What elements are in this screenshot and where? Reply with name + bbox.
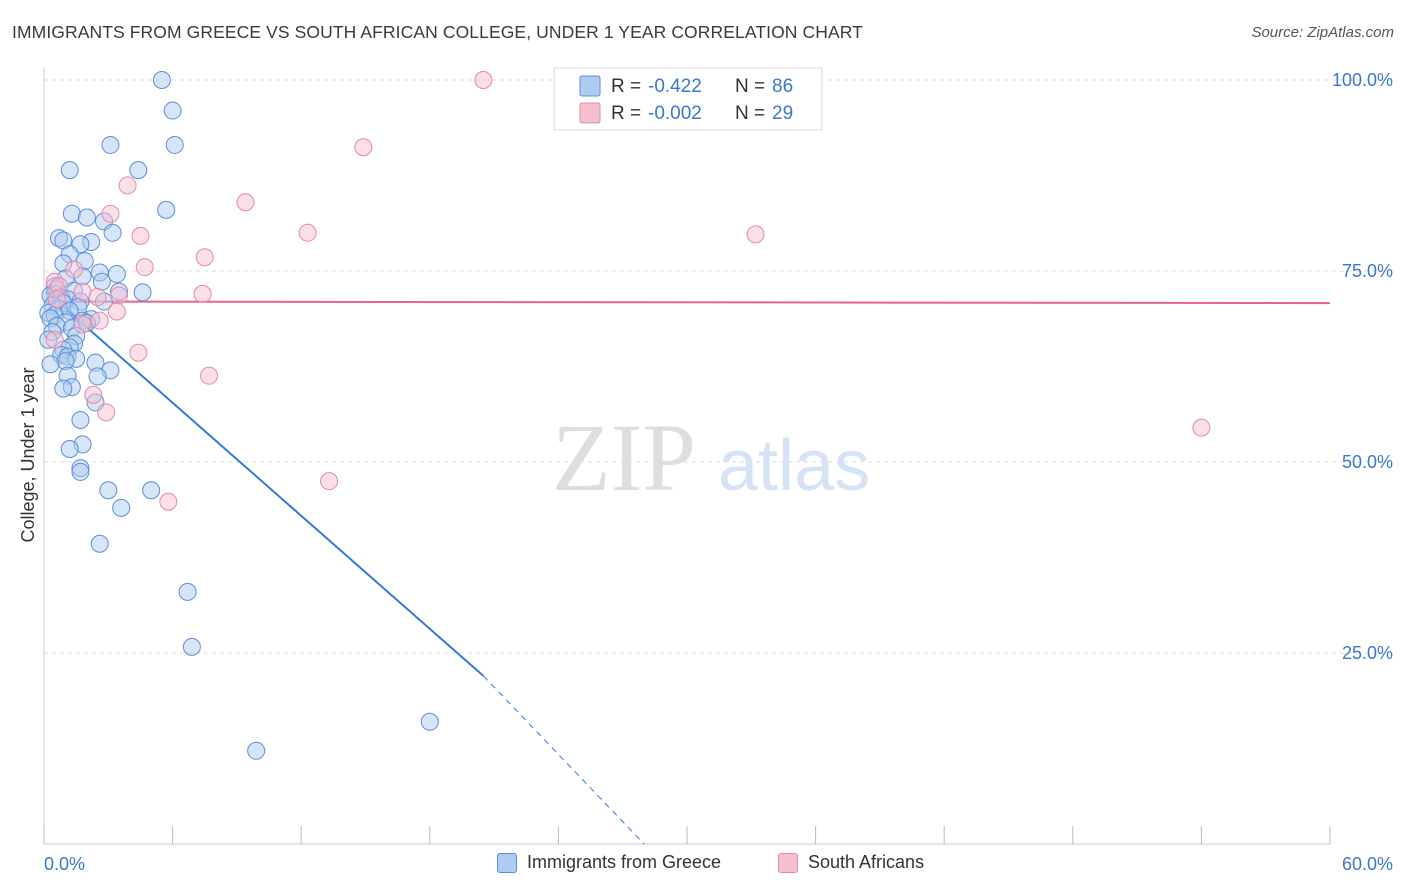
data-point-greece[interactable]: [178, 582, 197, 601]
data-point-greece[interactable]: [157, 200, 176, 219]
data-point-greece[interactable]: [41, 355, 60, 374]
data-point-south-africans[interactable]: [1192, 418, 1211, 437]
trend-line-south-africans: [46, 300, 1331, 305]
data-point-greece[interactable]: [112, 498, 131, 517]
data-point-greece[interactable]: [60, 440, 79, 459]
legend-item-south-africans[interactable]: South Africans: [778, 852, 924, 873]
tick-labels: 100.0% 75.0% 50.0% 25.0% 0.0% 60.0%: [44, 70, 1393, 874]
stats-r-label: R =: [611, 76, 641, 97]
data-point-south-africans[interactable]: [110, 286, 129, 305]
trend-lines: [45, 290, 1331, 845]
data-point-greece[interactable]: [152, 71, 171, 89]
data-point-south-africans[interactable]: [47, 290, 66, 309]
data-point-south-africans[interactable]: [159, 492, 178, 511]
watermark: ZIP atlas: [552, 404, 870, 511]
y-tick-label: 50.0%: [1342, 452, 1393, 472]
data-point-greece[interactable]: [60, 161, 79, 180]
data-point-greece[interactable]: [129, 161, 148, 180]
data-point-south-africans[interactable]: [88, 287, 107, 306]
data-point-south-africans[interactable]: [236, 193, 255, 212]
y-tick-label: 25.0%: [1342, 643, 1393, 663]
data-point-south-africans[interactable]: [118, 176, 137, 195]
chart-title: IMMIGRANTS FROM GREECE VS SOUTH AFRICAN …: [12, 22, 863, 42]
data-point-south-africans[interactable]: [131, 226, 150, 245]
x-tick-label-right: 60.0%: [1342, 854, 1393, 874]
data-point-south-africans[interactable]: [320, 472, 339, 491]
data-point-greece[interactable]: [103, 223, 122, 242]
stats-n-value: 86: [772, 76, 793, 97]
data-point-south-africans[interactable]: [298, 223, 317, 242]
data-point-greece[interactable]: [163, 101, 182, 120]
data-point-greece[interactable]: [107, 265, 126, 284]
data-point-south-africans[interactable]: [73, 282, 92, 301]
data-point-south-africans[interactable]: [195, 248, 214, 267]
axes: [43, 68, 1331, 845]
trend-line-greece-extension: [483, 675, 645, 845]
legend-swatch-greece: [497, 852, 517, 873]
stats-r-value: -0.422: [648, 76, 702, 97]
data-point-south-africans[interactable]: [65, 260, 84, 279]
y-axis-label: College, Under 1 year: [18, 367, 38, 542]
data-point-south-africans[interactable]: [97, 403, 116, 422]
stats-r-value: -0.002: [648, 103, 702, 124]
legend-swatch-south-africans: [778, 852, 798, 873]
y-tick-label: 75.0%: [1342, 261, 1393, 281]
stats-swatch-south-africans: [579, 102, 601, 124]
stats-n-label: N =: [735, 76, 765, 97]
source-label: Source: ZipAtlas.com: [1251, 24, 1394, 41]
data-point-greece[interactable]: [88, 367, 107, 386]
data-points: [39, 71, 1211, 760]
data-point-greece[interactable]: [247, 741, 266, 760]
data-point-greece[interactable]: [133, 283, 152, 302]
data-point-south-africans[interactable]: [474, 71, 493, 89]
trend-line-greece: [45, 290, 485, 677]
legend-label-greece: Immigrants from Greece: [527, 852, 722, 872]
gridlines: [44, 79, 1390, 654]
data-point-south-africans[interactable]: [101, 204, 120, 223]
bottom-legend: Immigrants from Greece South Africans: [0, 852, 1406, 878]
data-point-south-africans[interactable]: [107, 302, 126, 321]
data-point-south-africans[interactable]: [135, 258, 154, 277]
data-point-greece[interactable]: [99, 481, 118, 500]
stats-r-label: R =: [611, 103, 641, 124]
legend-item-greece[interactable]: Immigrants from Greece: [497, 852, 721, 873]
data-point-greece[interactable]: [142, 481, 161, 500]
data-point-south-africans[interactable]: [193, 284, 212, 303]
data-point-greece[interactable]: [54, 379, 73, 398]
watermark-zip: ZIP: [552, 404, 696, 511]
x-tick-label-left: 0.0%: [44, 854, 85, 874]
data-point-greece[interactable]: [420, 712, 439, 731]
data-point-greece[interactable]: [71, 410, 90, 429]
data-point-south-africans[interactable]: [73, 315, 92, 334]
data-point-south-africans[interactable]: [746, 225, 765, 244]
legend-label-south-africans: South Africans: [808, 852, 925, 872]
stats-n-value: 29: [772, 103, 793, 124]
data-point-south-africans[interactable]: [354, 138, 373, 157]
data-point-greece[interactable]: [90, 534, 109, 553]
data-point-south-africans[interactable]: [90, 311, 109, 330]
data-point-greece[interactable]: [62, 204, 81, 223]
data-point-greece[interactable]: [182, 637, 201, 656]
watermark-atlas: atlas: [718, 426, 870, 506]
data-point-south-africans[interactable]: [45, 330, 64, 349]
data-point-greece[interactable]: [71, 462, 90, 481]
data-point-south-africans[interactable]: [84, 385, 103, 404]
data-point-south-africans[interactable]: [129, 343, 148, 362]
data-point-greece[interactable]: [165, 135, 184, 154]
y-tick-label: 100.0%: [1332, 70, 1393, 90]
stats-n-label: N =: [735, 103, 765, 124]
data-point-greece[interactable]: [101, 135, 120, 154]
data-point-south-africans[interactable]: [200, 366, 219, 385]
data-point-greece[interactable]: [77, 208, 96, 227]
stats-legend: R = -0.422 N = 86 R = -0.002 N = 29: [553, 67, 823, 131]
stats-swatch-greece: [579, 75, 601, 97]
data-point-greece[interactable]: [92, 272, 111, 291]
